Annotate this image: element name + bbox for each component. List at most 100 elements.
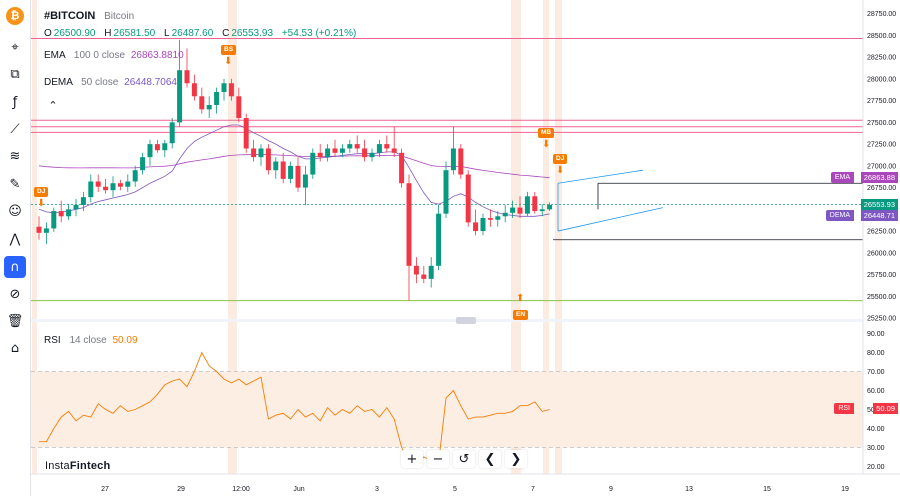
price-axis-label: 28000.00 <box>867 76 896 83</box>
candle-body <box>473 222 479 232</box>
magnet-icon[interactable]: ∩ <box>4 256 26 278</box>
dema-params: 50 close <box>81 77 119 88</box>
rsi-axis-label: 40.00 <box>867 426 885 433</box>
candle-body <box>251 148 257 158</box>
candle-body <box>43 228 49 233</box>
candle-body <box>332 148 338 153</box>
candle-body <box>280 161 286 179</box>
candle-body <box>236 96 242 119</box>
event-highlight-band <box>543 0 549 474</box>
candle-body <box>443 170 449 214</box>
candle-body <box>258 148 264 158</box>
ema-legend[interactable]: EMA 100 0 close 26863.8810 <box>44 50 184 61</box>
arrow-up-icon: ⬆ <box>516 293 525 304</box>
en-marker[interactable]: EN <box>513 310 529 320</box>
ema-value: 26863.8810 <box>130 50 184 61</box>
zoom-out-button[interactable]: − <box>427 450 449 468</box>
time-axis-label: 5 <box>453 486 457 493</box>
candle-body <box>458 148 464 175</box>
chart-area[interactable]: 28750.00 28500.00 28250.00 28000.00 27750.00… <box>31 0 900 496</box>
candle-body <box>421 274 427 279</box>
scroll-left-button[interactable]: ❮ <box>479 450 501 468</box>
candle-body <box>140 157 146 171</box>
candle-body <box>125 181 131 187</box>
pattern-icon[interactable]: ⋀ <box>9 231 21 247</box>
low-value: 26487.60 <box>171 28 214 39</box>
bs-marker[interactable]: BS <box>221 45 237 55</box>
rsi-line <box>39 351 550 466</box>
collapse-legend-icon[interactable]: ⌃ <box>48 98 58 112</box>
symbol-name[interactable]: #BITCOIN <box>44 10 96 22</box>
price-chart-svg[interactable]: 28750.00 28500.00 28250.00 28000.00 27750.00… <box>31 0 900 496</box>
change-value: +54.53 (+0.21%) <box>281 28 357 39</box>
emoji-icon[interactable]: ☺ <box>8 203 22 219</box>
candle-body <box>502 212 508 217</box>
candle-body <box>73 204 79 210</box>
candle-body <box>58 211 64 217</box>
close-value: 26553.93 <box>231 28 274 39</box>
brush-icon[interactable]: ✎ <box>9 176 21 192</box>
indicators-icon[interactable]: ƒ <box>12 94 18 110</box>
time-axis-label: 3 <box>375 486 379 493</box>
candle-body <box>273 161 279 171</box>
candle-body <box>147 144 153 158</box>
price-axis-label: 26250.00 <box>867 229 896 236</box>
price-axis-label: 26750.00 <box>867 185 896 192</box>
candle-body <box>384 144 390 149</box>
candle-body <box>339 148 345 153</box>
crosshair-icon[interactable]: ⌖ <box>11 39 19 55</box>
price-axis-label: 27250.00 <box>867 142 896 149</box>
channel-lower-line <box>557 207 664 232</box>
ema-params: 100 0 close <box>73 50 126 61</box>
candle-body <box>206 104 212 110</box>
rsi-price-tag: 50.09 <box>873 403 898 414</box>
fib-icon[interactable]: ≋ <box>9 148 21 164</box>
rsi-tag-label: RSI <box>834 403 854 414</box>
price-axis-label: 27750.00 <box>867 98 896 105</box>
pane-divider <box>31 319 863 322</box>
zoom-in-button[interactable]: + <box>401 450 423 468</box>
rsi-axis-label: 70.00 <box>867 369 885 376</box>
candle-body <box>406 183 412 266</box>
candle-body <box>450 148 456 171</box>
trendline-icon[interactable]: ⟋ <box>10 121 20 137</box>
price-axis-label: 28750.00 <box>867 11 896 18</box>
candle-body <box>162 143 168 151</box>
scroll-right-button[interactable]: ❯ <box>505 450 527 468</box>
mb-marker[interactable]: MB <box>538 128 555 138</box>
candle-type-icon[interactable]: ⧉ <box>10 66 20 82</box>
candle-body <box>362 148 368 158</box>
time-axis-label: 15 <box>763 486 771 493</box>
dema-legend[interactable]: DEMA 50 close 26448.7064 <box>44 77 177 88</box>
candle-body <box>88 181 94 198</box>
channel-upper-line <box>557 169 644 184</box>
bitcoin-logo-button[interactable]: ₿ <box>6 7 24 25</box>
candle-body <box>110 183 116 191</box>
hide-drawings-icon[interactable]: ⊘ <box>9 286 21 302</box>
lock-icon[interactable]: ⌂ <box>10 340 20 356</box>
price-axis-label: 25250.00 <box>867 316 896 323</box>
reset-view-button[interactable]: ↺ <box>453 450 475 468</box>
price-axis-label: 27500.00 <box>867 120 896 127</box>
dj-marker-right[interactable]: DJ <box>553 154 568 164</box>
dema-price-tag: 26448.71 <box>860 210 898 221</box>
trash-icon[interactable]: 🗑 <box>6 313 24 329</box>
time-axis-label: 9 <box>609 486 613 493</box>
candle-body <box>132 170 138 182</box>
price-axis-label: 28500.00 <box>867 33 896 40</box>
watermark-prefix: Insta <box>45 460 70 472</box>
candle-body <box>80 197 86 205</box>
candle-body <box>354 144 360 149</box>
chart-navigation: + − ↺ ❮ ❯ <box>401 450 527 468</box>
candle-body <box>221 83 227 92</box>
candle-body <box>243 118 249 149</box>
time-axis-label: 12:00 <box>232 486 250 493</box>
dj-marker-left[interactable]: DJ <box>34 187 49 197</box>
candle-body <box>532 196 538 212</box>
rsi-legend[interactable]: RSI 14 close 50.09 <box>44 335 138 346</box>
candle-body <box>510 207 516 213</box>
candle-body <box>214 91 220 105</box>
price-axis-label: 25500.00 <box>867 294 896 301</box>
candle-body <box>169 122 175 144</box>
open-value: 26500.90 <box>53 28 96 39</box>
